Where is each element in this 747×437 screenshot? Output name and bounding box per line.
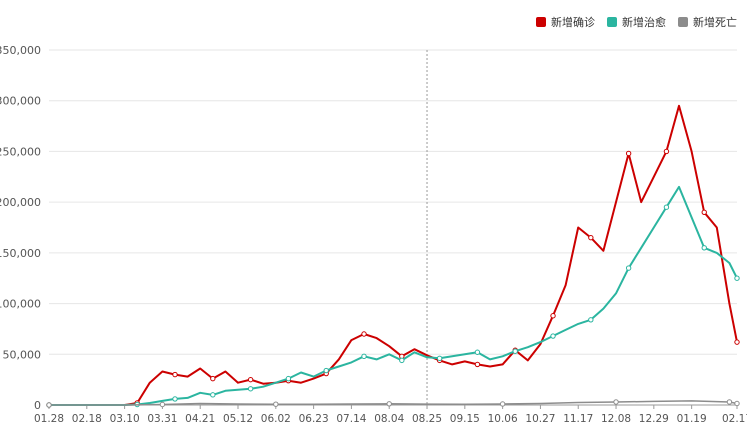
data-point xyxy=(499,401,506,407)
x-tick-label: 08.25 xyxy=(412,413,442,425)
series-line-0 xyxy=(49,104,738,406)
data-point xyxy=(734,400,740,407)
legend-label-recovered: 新增治愈 xyxy=(622,16,666,29)
data-point xyxy=(247,376,254,383)
x-tick-label: 03.10 xyxy=(110,413,140,425)
legend-item-confirmed[interactable]: 新增确诊 xyxy=(536,14,595,30)
data-point xyxy=(663,204,670,210)
x-tick-label: 12.08 xyxy=(601,413,631,425)
x-tick-label: 02.17 xyxy=(722,413,747,425)
x-tick-label: 06.02 xyxy=(261,413,291,425)
y-tick-label: 50,000 xyxy=(3,348,42,361)
legend-item-recovered[interactable]: 新增治愈 xyxy=(607,14,666,30)
data-point xyxy=(172,396,178,402)
data-point xyxy=(436,355,443,362)
data-point xyxy=(247,386,254,392)
x-tick-label: 10.27 xyxy=(525,413,555,425)
data-point xyxy=(361,353,367,360)
data-point xyxy=(273,401,279,407)
legend-swatch-confirmed xyxy=(536,17,546,27)
legend: 新增确诊 新增治愈 新增死亡 xyxy=(536,14,737,30)
data-point xyxy=(46,402,52,408)
data-point xyxy=(734,339,740,345)
data-point xyxy=(323,367,329,374)
y-tick-label: 150,000 xyxy=(0,247,41,260)
y-tick-label: 250,000 xyxy=(0,145,41,158)
data-point xyxy=(726,399,733,405)
x-tick-label: 06.23 xyxy=(299,413,329,425)
data-point xyxy=(172,371,178,378)
x-tick-label: 07.14 xyxy=(336,413,366,425)
data-point xyxy=(386,401,392,407)
y-tick-label: 300,000 xyxy=(0,95,41,108)
data-point xyxy=(613,399,619,405)
data-point xyxy=(159,401,166,408)
data-point xyxy=(474,349,481,355)
data-point xyxy=(210,392,216,398)
y-tick-label: 350,000 xyxy=(0,44,41,57)
data-point xyxy=(588,317,594,323)
x-tick-label: 12.29 xyxy=(639,413,669,425)
series-line-1 xyxy=(49,185,738,406)
x-tick-label: 04.21 xyxy=(185,413,215,425)
data-point xyxy=(285,375,292,382)
x-tick-label: 11.17 xyxy=(563,413,593,425)
data-point xyxy=(512,348,518,354)
data-point xyxy=(361,331,367,337)
data-point xyxy=(550,333,556,339)
x-tick-label: 03.31 xyxy=(147,413,177,425)
legend-label-confirmed: 新增确诊 xyxy=(551,16,595,29)
x-tick-label: 05.12 xyxy=(223,413,253,425)
x-axis: 01.28 02.18 03.10 03.31 04.21 05.12 06.02 06.23… xyxy=(34,405,747,425)
x-tick-label: 02.18 xyxy=(72,413,102,425)
series-line-2 xyxy=(49,400,738,406)
data-point xyxy=(210,375,216,382)
data-point xyxy=(474,361,481,368)
data-point xyxy=(625,150,632,157)
y-tick-label: 0 xyxy=(34,399,41,412)
x-tick-label: 10.06 xyxy=(488,413,518,425)
x-tick-label: 08.04 xyxy=(374,413,404,425)
series-lines xyxy=(46,104,740,408)
y-axis: 0 50,000 100,000 150,000 200,000 250,000 300,0… xyxy=(0,44,41,412)
data-point xyxy=(625,265,632,271)
data-point xyxy=(701,209,707,215)
y-tick-label: 100,000 xyxy=(0,298,41,311)
data-point xyxy=(701,245,707,251)
grid-lines xyxy=(49,49,737,406)
data-point xyxy=(550,313,556,319)
data-point xyxy=(734,275,740,281)
y-tick-label: 200,000 xyxy=(0,196,41,209)
legend-item-deaths[interactable]: 新增死亡 xyxy=(678,14,737,30)
x-tick-label: 09.15 xyxy=(450,413,480,425)
data-point xyxy=(663,148,670,155)
legend-swatch-deaths xyxy=(678,17,688,27)
legend-label-deaths: 新增死亡 xyxy=(693,16,737,29)
x-tick-label: 01.28 xyxy=(34,413,64,425)
legend-swatch-recovered xyxy=(607,17,617,27)
data-point xyxy=(399,357,405,364)
data-point xyxy=(588,234,594,241)
x-tick-label: 01.19 xyxy=(677,413,707,425)
